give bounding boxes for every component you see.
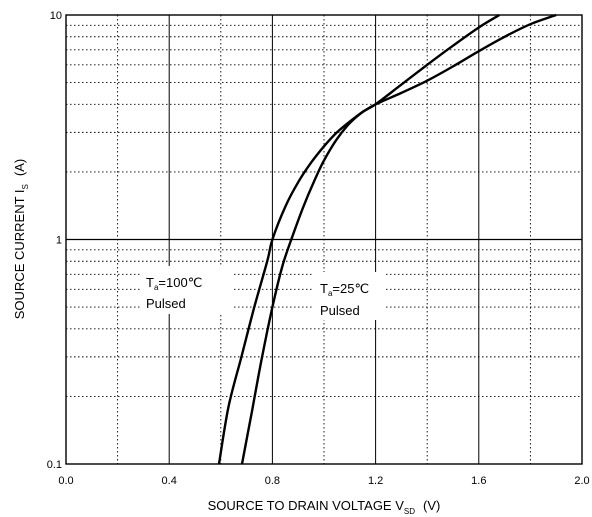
x-tick-label: 2.0 [574,475,589,487]
x-tick-label: 0.8 [265,475,280,487]
x-tick-label: 1.6 [471,475,486,487]
annotation-1-line2: Pulsed [146,296,186,311]
annotation-1-line1: Ta=100℃ [146,275,202,292]
plot-frame [65,14,583,465]
x-tick-label: 0.0 [58,475,73,487]
annotation-bg-1 [140,266,232,314]
series-line-2 [240,13,501,465]
x-tick-label: 1.2 [368,475,383,487]
y-tick-label: 1 [56,235,62,247]
x-tick-label: 0.4 [162,475,177,487]
x-axis-title: SOURCE TO DRAIN VOLTAGE VSD (V) [208,498,441,516]
y-tick-labels: 0.1 1 10 [47,10,62,471]
annotation-bg-2 [314,272,386,320]
x-tick-labels: 0.0 0.4 0.8 1.2 1.6 2.0 [58,475,589,487]
y-axis-title: SOURCE CURRENT IS(A) [12,159,30,319]
annotation-2-line2: Pulsed [320,303,360,318]
annotation-2-line1: Ta=25℃ [320,281,369,298]
series-layer [217,13,557,465]
y-tick-label: 10 [50,10,62,22]
series-line-1 [217,13,557,465]
y-tick-label: 0.1 [47,459,62,471]
